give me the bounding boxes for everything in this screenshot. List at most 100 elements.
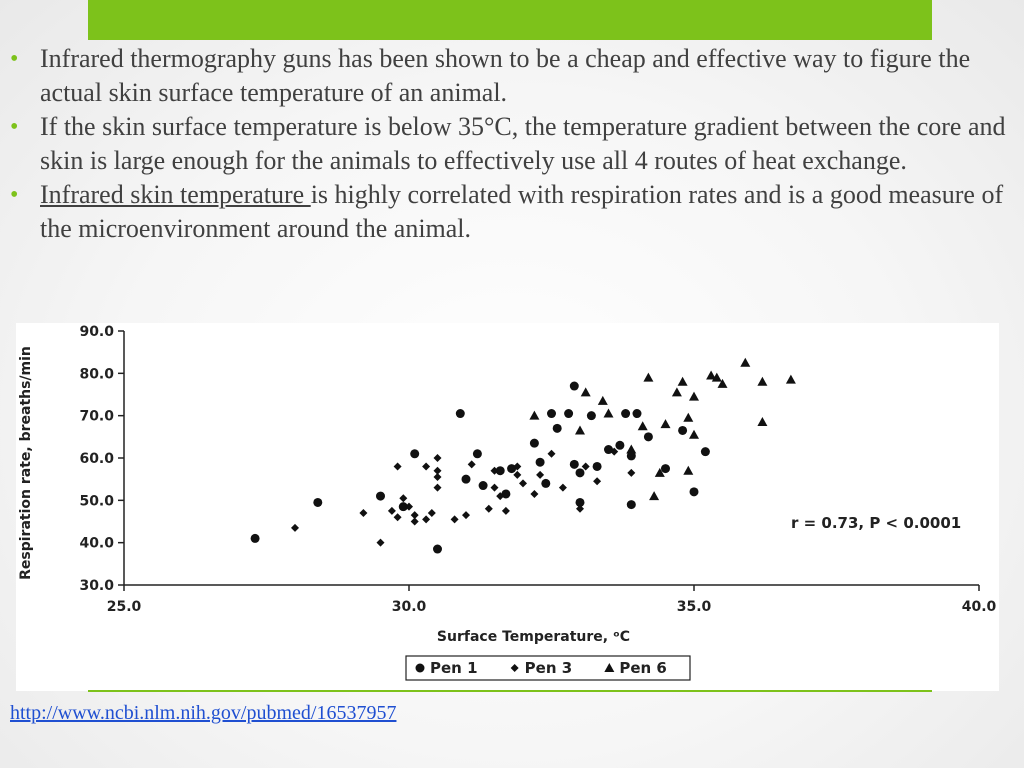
- data-point-pen-1: [689, 487, 699, 497]
- data-point-pen-6: [529, 410, 540, 420]
- data-point-pen-1: [541, 478, 551, 488]
- data-point-pen-3: [405, 502, 413, 511]
- data-point-pen-6: [637, 421, 648, 431]
- data-point-pen-1: [626, 451, 636, 461]
- source-link[interactable]: http://www.ncbi.nlm.nih.gov/pubmed/16537…: [10, 702, 397, 724]
- data-point-pen-6: [689, 429, 699, 439]
- correlation-annotation: r = 0.73, P < 0.0001: [791, 514, 961, 532]
- data-point-pen-1: [586, 411, 596, 421]
- legend-label: Pen 3: [525, 659, 573, 677]
- data-point-pen-1: [678, 425, 688, 435]
- data-point-pen-3: [433, 483, 442, 492]
- data-point-pen-3: [450, 515, 459, 524]
- data-point-pen-1: [313, 497, 323, 507]
- y-tick-label: 90.0: [79, 324, 114, 340]
- data-point-pen-3: [291, 523, 299, 532]
- bullet-underlined-text: Infrared skin temperature: [40, 180, 311, 209]
- data-point-pen-6: [689, 391, 699, 401]
- data-point-pen-3: [433, 454, 442, 462]
- data-point-pen-6: [626, 444, 637, 454]
- data-point-pen-3: [399, 494, 408, 503]
- data-point-pen-6: [643, 372, 654, 382]
- legend-marker-icon: [415, 663, 425, 673]
- data-point-pen-3: [627, 468, 636, 477]
- data-point-pen-3: [387, 506, 396, 515]
- data-point-pen-3: [410, 517, 419, 526]
- legend-label: Pen 6: [619, 659, 667, 677]
- data-point-pen-3: [433, 473, 442, 482]
- bullet-item: • Infrared skin temperature is highly co…: [0, 178, 1010, 246]
- data-point-pen-3: [610, 447, 619, 456]
- data-point-pen-3: [393, 513, 402, 522]
- bullet-item: • If the skin surface temperature is bel…: [0, 110, 1010, 178]
- legend-box: [405, 655, 691, 681]
- data-point-pen-1: [472, 449, 482, 459]
- data-point-pen-3: [359, 509, 368, 518]
- data-point-pen-3: [410, 511, 419, 520]
- data-point-pen-1: [461, 474, 471, 484]
- data-point-pen-3: [484, 504, 493, 513]
- data-point-pen-6: [717, 378, 728, 388]
- data-point-pen-3: [496, 492, 505, 501]
- data-point-pen-1: [575, 497, 585, 507]
- data-point-pen-1: [535, 457, 545, 467]
- data-point-pen-3: [593, 477, 602, 486]
- data-point-pen-6: [597, 395, 608, 405]
- y-tick-label: 60.0: [79, 451, 114, 467]
- bullet-text: Infrared thermography guns has been show…: [40, 44, 971, 107]
- data-point-pen-1: [398, 502, 408, 512]
- bullet-text: If the skin surface temperature is below…: [40, 112, 1006, 175]
- data-point-pen-6: [683, 412, 694, 422]
- data-point-pen-3: [576, 504, 584, 513]
- data-point-pen-6: [671, 387, 682, 397]
- data-point-pen-3: [376, 538, 385, 547]
- legend-label: Pen 1: [430, 659, 478, 677]
- data-point-pen-3: [422, 515, 431, 524]
- data-point-pen-1: [552, 423, 562, 433]
- data-point-pen-6: [757, 376, 768, 386]
- data-point-pen-1: [569, 381, 579, 391]
- top-accent-bar: [88, 0, 932, 40]
- data-point-pen-1: [529, 438, 539, 448]
- x-tick-label: 35.0: [677, 599, 712, 615]
- data-point-pen-6: [785, 374, 796, 384]
- data-point-pen-3: [490, 466, 499, 475]
- data-point-pen-1: [700, 447, 710, 457]
- data-point-pen-6: [706, 370, 717, 380]
- data-point-pen-1: [410, 449, 420, 459]
- data-point-pen-1: [621, 409, 631, 419]
- bullet-text: is highly correlated with respiration ra…: [40, 180, 1004, 243]
- data-point-pen-3: [530, 489, 539, 498]
- y-tick-label: 80.0: [79, 366, 114, 382]
- data-point-pen-3: [547, 449, 556, 458]
- x-tick-label: 25.0: [107, 599, 142, 615]
- data-point-pen-1: [592, 461, 602, 471]
- data-point-pen-6: [654, 467, 665, 477]
- data-point-pen-3: [422, 462, 431, 471]
- data-point-pen-1: [376, 491, 385, 501]
- x-tick-label: 40.0: [962, 599, 997, 615]
- data-point-pen-3: [490, 483, 499, 492]
- data-point-pen-3: [519, 479, 527, 488]
- y-tick-label: 30.0: [79, 578, 114, 594]
- data-point-pen-1: [495, 466, 505, 476]
- data-point-pen-1: [643, 432, 653, 442]
- data-point-pen-6: [649, 491, 660, 501]
- y-tick-label: 70.0: [79, 409, 114, 425]
- data-point-pen-3: [467, 460, 476, 469]
- scatter-chart: 30.0 40.0 50.0 60.0 70.0 80.0 90.0 25.0 30.0 35.0…: [16, 323, 999, 691]
- data-point-pen-3: [501, 506, 510, 515]
- data-point-pen-3: [558, 483, 567, 492]
- bullet-dot-icon: •: [10, 114, 19, 140]
- y-tick-label: 50.0: [79, 493, 114, 509]
- data-point-pen-3: [433, 466, 442, 475]
- data-point-pen-6: [603, 408, 614, 418]
- data-point-pen-1: [661, 464, 670, 474]
- data-point-pen-6: [683, 465, 694, 475]
- x-tick-label: 30.0: [392, 599, 427, 615]
- data-point-pen-6: [757, 417, 768, 427]
- data-point-pen-6: [711, 372, 722, 382]
- bottom-accent-line: [88, 690, 932, 692]
- data-point-pen-1: [632, 409, 642, 419]
- data-point-pen-3: [536, 470, 545, 479]
